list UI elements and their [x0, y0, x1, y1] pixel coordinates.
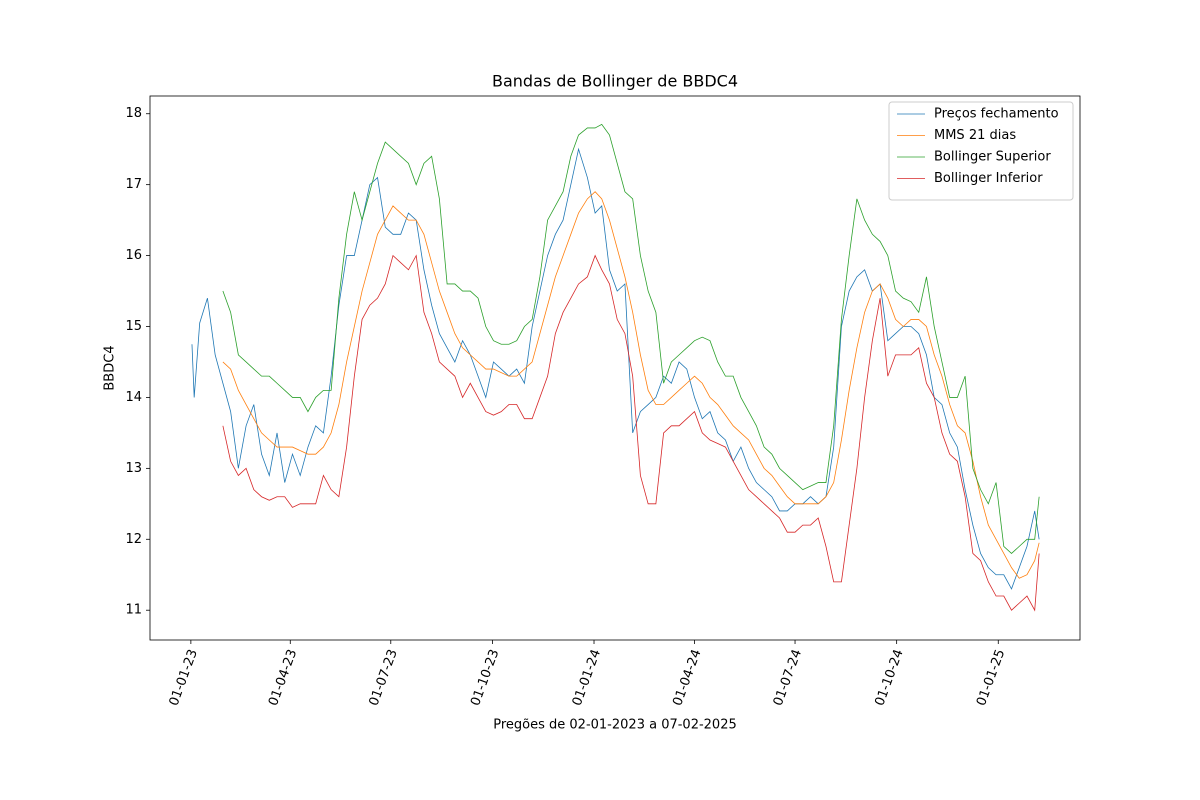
y-tick-label: 14	[125, 390, 142, 405]
y-tick-label: 12	[125, 532, 142, 547]
legend-label: Bollinger Inferior	[934, 171, 1043, 186]
y-tick-label: 18	[125, 106, 142, 121]
legend-label: MMS 21 dias	[934, 128, 1016, 143]
chart-title: Bandas de Bollinger de BBDC4	[492, 72, 738, 91]
plot-frame	[149, 95, 1081, 641]
series-line	[222, 254, 1040, 612]
legend-box	[888, 101, 1074, 201]
y-tick-label: 11	[125, 603, 142, 618]
legend-label: Preços fechamento	[934, 107, 1059, 122]
y-tick-label: 15	[125, 319, 142, 334]
legend-label: Bollinger Superior	[934, 150, 1051, 165]
y-tick-label: 13	[125, 461, 142, 476]
series-line	[222, 123, 1040, 555]
y-tick-label: 16	[125, 248, 142, 263]
y-tick-label: 17	[125, 177, 142, 192]
series-line	[191, 147, 1040, 590]
series-line	[222, 191, 1040, 579]
y-axis-label: BBDC4	[103, 345, 118, 390]
x-axis-label: Pregões de 02-01-2023 a 07-02-2025	[493, 718, 737, 733]
